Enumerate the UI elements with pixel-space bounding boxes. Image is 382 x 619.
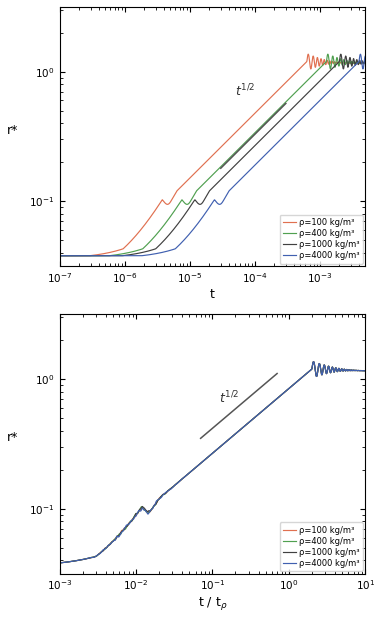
ρ=1000 kg/m³ <box>57 252 62 259</box>
ρ=4000 kg/m³ <box>199 459 204 467</box>
ρ=1000 kg/m³ <box>231 431 236 439</box>
ρ=400 kg/m³ <box>193 464 198 471</box>
ρ=400 kg/m³ <box>57 252 62 259</box>
ρ=1000 kg/m³ <box>57 559 62 566</box>
ρ=4000 kg/m³ <box>187 469 192 477</box>
ρ=1000 kg/m³ <box>338 51 343 58</box>
ρ=100 kg/m³ <box>187 175 192 182</box>
ρ=100 kg/m³ <box>311 358 316 365</box>
Line: ρ=100 kg/m³: ρ=100 kg/m³ <box>60 54 366 256</box>
ρ=1000 kg/m³ <box>363 367 368 374</box>
ρ=400 kg/m³ <box>363 367 368 374</box>
ρ=1000 kg/m³ <box>81 252 86 259</box>
ρ=4000 kg/m³ <box>93 252 98 259</box>
ρ=1000 kg/m³ <box>199 459 204 467</box>
Y-axis label: r*: r* <box>7 124 18 137</box>
ρ=1000 kg/m³ <box>193 197 198 204</box>
ρ=4000 kg/m³ <box>93 553 98 560</box>
ρ=4000 kg/m³ <box>193 223 198 230</box>
ρ=4000 kg/m³ <box>57 559 62 566</box>
ρ=100 kg/m³ <box>57 559 62 566</box>
ρ=400 kg/m³ <box>199 183 204 190</box>
ρ=400 kg/m³ <box>199 459 204 467</box>
ρ=100 kg/m³ <box>193 168 198 176</box>
ρ=400 kg/m³ <box>311 358 316 365</box>
ρ=100 kg/m³ <box>81 252 86 259</box>
ρ=100 kg/m³ <box>363 60 368 67</box>
ρ=4000 kg/m³ <box>231 183 236 190</box>
ρ=1000 kg/m³ <box>187 204 192 212</box>
ρ=400 kg/m³ <box>325 51 330 58</box>
ρ=4000 kg/m³ <box>231 431 236 439</box>
ρ=4000 kg/m³ <box>311 358 316 365</box>
Line: ρ=1000 kg/m³: ρ=1000 kg/m³ <box>60 361 366 563</box>
ρ=400 kg/m³ <box>57 559 62 566</box>
ρ=1000 kg/m³ <box>81 556 86 563</box>
ρ=1000 kg/m³ <box>193 464 198 471</box>
Y-axis label: r*: r* <box>7 431 18 444</box>
ρ=100 kg/m³ <box>193 464 198 471</box>
Line: ρ=400 kg/m³: ρ=400 kg/m³ <box>60 361 366 563</box>
ρ=100 kg/m³ <box>231 131 236 138</box>
ρ=4000 kg/m³ <box>81 252 86 259</box>
ρ=100 kg/m³ <box>199 163 204 170</box>
ρ=4000 kg/m³ <box>199 215 204 223</box>
ρ=100 kg/m³ <box>199 459 204 467</box>
ρ=1000 kg/m³ <box>187 469 192 477</box>
ρ=400 kg/m³ <box>93 553 98 560</box>
ρ=100 kg/m³ <box>363 367 368 374</box>
Legend: ρ=100 kg/m³, ρ=400 kg/m³, ρ=1000 kg/m³, ρ=4000 kg/m³: ρ=100 kg/m³, ρ=400 kg/m³, ρ=1000 kg/m³, … <box>280 215 363 264</box>
Line: ρ=4000 kg/m³: ρ=4000 kg/m³ <box>60 54 366 256</box>
ρ=100 kg/m³ <box>306 51 311 58</box>
ρ=100 kg/m³ <box>81 556 86 563</box>
ρ=4000 kg/m³ <box>363 367 368 374</box>
Text: $t^{1/2}$: $t^{1/2}$ <box>235 82 256 99</box>
ρ=400 kg/m³ <box>363 59 368 67</box>
ρ=400 kg/m³ <box>93 252 98 259</box>
ρ=400 kg/m³ <box>81 252 86 259</box>
ρ=100 kg/m³ <box>93 251 98 259</box>
ρ=1000 kg/m³ <box>231 163 236 171</box>
ρ=4000 kg/m³ <box>81 556 86 563</box>
ρ=100 kg/m³ <box>187 469 192 477</box>
ρ=4000 kg/m³ <box>193 464 198 471</box>
ρ=400 kg/m³ <box>231 431 236 439</box>
ρ=1000 kg/m³ <box>93 553 98 560</box>
ρ=400 kg/m³ <box>187 469 192 477</box>
ρ=1000 kg/m³ <box>93 252 98 259</box>
ρ=100 kg/m³ <box>57 252 62 259</box>
X-axis label: t / t$_\rho$: t / t$_\rho$ <box>198 595 227 612</box>
ρ=1000 kg/m³ <box>199 201 204 208</box>
ρ=400 kg/m³ <box>193 189 198 196</box>
ρ=4000 kg/m³ <box>358 51 363 58</box>
Text: $t^{1/2}$: $t^{1/2}$ <box>219 390 239 407</box>
ρ=4000 kg/m³ <box>187 230 192 238</box>
Line: ρ=4000 kg/m³: ρ=4000 kg/m³ <box>60 361 366 563</box>
ρ=1000 kg/m³ <box>311 358 316 365</box>
Line: ρ=100 kg/m³: ρ=100 kg/m³ <box>60 361 366 563</box>
ρ=1000 kg/m³ <box>363 59 368 66</box>
Legend: ρ=100 kg/m³, ρ=400 kg/m³, ρ=1000 kg/m³, ρ=4000 kg/m³: ρ=100 kg/m³, ρ=400 kg/m³, ρ=1000 kg/m³, … <box>280 522 363 571</box>
Line: ρ=1000 kg/m³: ρ=1000 kg/m³ <box>60 54 366 256</box>
X-axis label: t: t <box>210 288 215 301</box>
ρ=400 kg/m³ <box>81 556 86 563</box>
ρ=100 kg/m³ <box>231 431 236 439</box>
Line: ρ=400 kg/m³: ρ=400 kg/m³ <box>60 54 366 256</box>
ρ=400 kg/m³ <box>231 150 236 158</box>
ρ=4000 kg/m³ <box>57 252 62 259</box>
ρ=100 kg/m³ <box>93 553 98 560</box>
ρ=4000 kg/m³ <box>363 53 368 60</box>
ρ=400 kg/m³ <box>187 199 192 207</box>
